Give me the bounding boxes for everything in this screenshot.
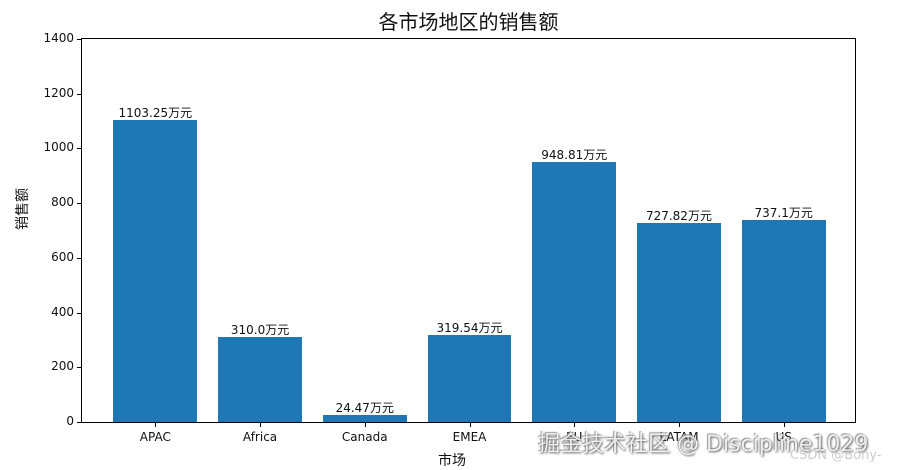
bar-latam	[637, 222, 721, 422]
y-tick	[77, 93, 82, 95]
y-tick	[77, 203, 82, 205]
y-tick-label: 1000	[43, 140, 74, 155]
x-tick	[364, 422, 366, 427]
y-tick-label: 200	[51, 359, 74, 374]
x-tick-label: APAC	[139, 430, 171, 444]
x-tick-label: EU	[566, 430, 583, 444]
bar-value-label: 319.54万元	[436, 320, 503, 335]
x-tick	[574, 422, 576, 427]
x-tick-label: LATAM	[659, 430, 699, 444]
y-tick	[77, 367, 82, 369]
bar-apac	[113, 120, 198, 422]
bar-value-label: 1103.25万元	[118, 106, 193, 121]
x-tick-label: Canada	[341, 430, 388, 444]
y-tick	[77, 39, 82, 40]
bar-canada	[322, 415, 407, 422]
x-tick	[469, 422, 471, 427]
y-tick-label: 1400	[43, 31, 74, 45]
y-tick-label: 600	[51, 249, 74, 264]
x-tick	[260, 422, 262, 427]
x-tick-label: EMEA	[452, 430, 487, 444]
bar-value-label: 310.0万元	[230, 323, 290, 338]
y-tick	[77, 257, 82, 259]
y-tick-label: 800	[51, 195, 74, 210]
bar-africa	[218, 337, 302, 422]
bar-value-label: 948.81万元	[541, 148, 608, 163]
y-tick	[77, 312, 82, 314]
y-tick-label: 1200	[43, 85, 74, 100]
bar-value-label: 727.82万元	[645, 208, 712, 223]
x-tick-label: Africa	[242, 430, 278, 444]
y-tick-label: 0	[66, 414, 74, 428]
y-axis-label: 销售额	[15, 188, 31, 230]
y-tick-label: 400	[51, 304, 74, 319]
x-tick-label: US	[775, 430, 792, 444]
x-tick	[678, 422, 680, 427]
x-tick	[783, 422, 785, 427]
bar-value-label: 24.47万元	[335, 401, 394, 416]
bar-us	[741, 220, 826, 422]
x-tick	[155, 422, 157, 427]
x-axis-label: 市场	[438, 453, 466, 469]
bar-emea	[427, 334, 512, 422]
y-tick	[77, 148, 82, 150]
bar-value-label: 737.1万元	[754, 206, 813, 221]
chart-title: 各市场地区的销售额	[378, 10, 559, 34]
bar-eu	[532, 162, 617, 422]
y-tick	[77, 422, 82, 423]
plot-area: 0 200 400 600 800 1000 1200 1400 1103.25万元 APAC 31…	[43, 31, 856, 444]
watermark-juejin: 掘金技术社区 @ Discipline1029	[538, 432, 869, 457]
watermark-csdn: CSDN @Bony-	[790, 448, 882, 463]
